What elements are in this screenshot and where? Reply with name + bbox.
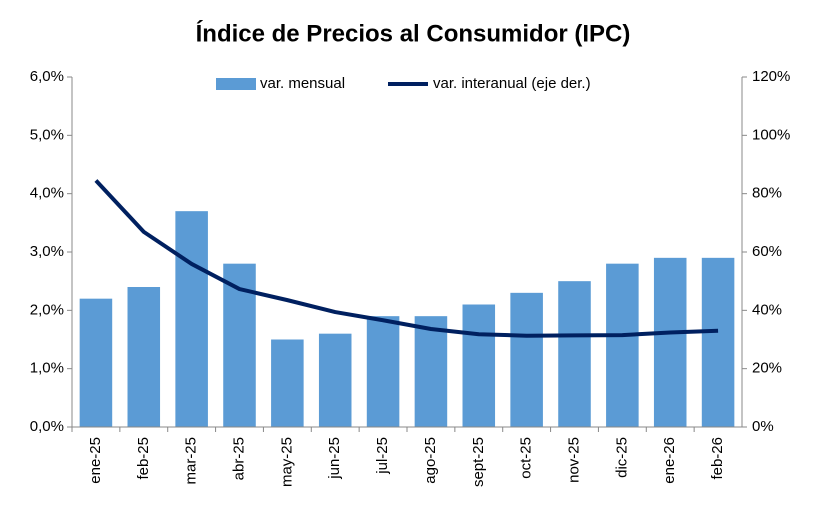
y-tick-label: 2,0% bbox=[30, 301, 64, 318]
chart-title: Índice de Precios al Consumidor (IPC) bbox=[196, 19, 631, 47]
bar bbox=[701, 257, 735, 427]
y2-tick-label: 0% bbox=[752, 418, 774, 435]
x-tick-label: feb-25 bbox=[135, 437, 152, 480]
bar bbox=[414, 316, 448, 427]
y2-tick-label: 60% bbox=[752, 243, 782, 260]
y-tick-label: 1,0% bbox=[30, 360, 64, 377]
legend-label: var. mensual bbox=[260, 75, 345, 92]
y2-tick-label: 20% bbox=[752, 360, 782, 377]
bar bbox=[366, 316, 400, 427]
x-tick-label: feb-26 bbox=[709, 437, 726, 480]
bar bbox=[127, 287, 161, 427]
bar bbox=[79, 298, 113, 427]
x-tick-label: nov-25 bbox=[565, 437, 582, 483]
y-tick-label: 3,0% bbox=[30, 243, 64, 260]
bar bbox=[606, 263, 639, 427]
x-tick-label: ene-25 bbox=[87, 437, 104, 484]
y-tick-label: 5,0% bbox=[30, 126, 64, 143]
x-tick-label: ene-26 bbox=[661, 437, 678, 484]
x-tick-label: abr-25 bbox=[230, 437, 247, 480]
y-tick-label: 4,0% bbox=[30, 185, 64, 202]
x-tick-label: dic-25 bbox=[613, 437, 630, 478]
bar bbox=[558, 281, 591, 427]
legend-swatch bbox=[216, 78, 256, 90]
bar bbox=[271, 339, 304, 427]
x-tick-label: jul-25 bbox=[374, 437, 391, 475]
bar bbox=[462, 304, 496, 427]
bar bbox=[653, 257, 687, 427]
y2-tick-label: 80% bbox=[752, 185, 782, 202]
x-tick-label: jun-25 bbox=[326, 437, 343, 480]
x-tick-label: ago-25 bbox=[422, 437, 439, 484]
bar bbox=[510, 292, 543, 427]
line bbox=[94, 179, 719, 338]
y-tick-label: 0,0% bbox=[30, 418, 64, 435]
x-tick-label: may-25 bbox=[278, 437, 295, 487]
y2-tick-label: 40% bbox=[752, 301, 782, 318]
bar bbox=[175, 211, 208, 427]
y2-tick-label: 120% bbox=[752, 68, 790, 85]
y2-tick-label: 100% bbox=[752, 126, 790, 143]
x-tick-label: sept-25 bbox=[470, 437, 487, 487]
x-tick-label: mar-25 bbox=[183, 437, 200, 485]
bar bbox=[318, 333, 352, 427]
x-tick-label: oct-25 bbox=[518, 437, 535, 479]
legend-label: var. interanual (eje der.) bbox=[433, 75, 591, 92]
y-tick-label: 6,0% bbox=[30, 68, 64, 85]
